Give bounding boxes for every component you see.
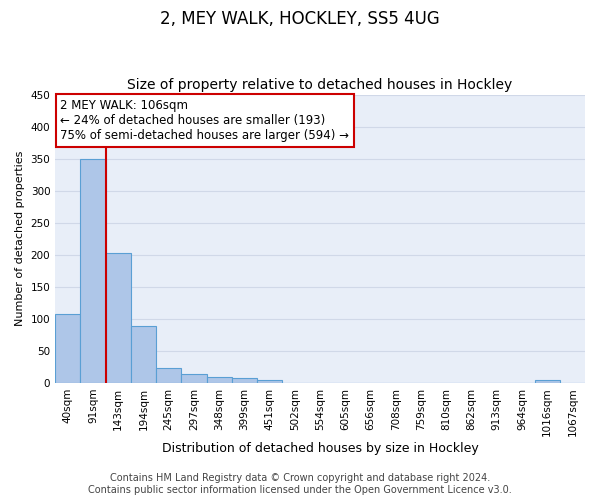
Text: 2 MEY WALK: 106sqm
← 24% of detached houses are smaller (193)
75% of semi-detach: 2 MEY WALK: 106sqm ← 24% of detached hou… bbox=[61, 99, 349, 142]
X-axis label: Distribution of detached houses by size in Hockley: Distribution of detached houses by size … bbox=[162, 442, 478, 455]
Title: Size of property relative to detached houses in Hockley: Size of property relative to detached ho… bbox=[127, 78, 513, 92]
Bar bbox=[181, 374, 206, 383]
Bar bbox=[80, 158, 106, 383]
Bar bbox=[232, 378, 257, 383]
Bar bbox=[55, 314, 80, 383]
Y-axis label: Number of detached properties: Number of detached properties bbox=[15, 151, 25, 326]
Bar bbox=[106, 253, 131, 383]
Bar bbox=[535, 380, 560, 383]
Bar bbox=[257, 380, 282, 383]
Text: Contains HM Land Registry data © Crown copyright and database right 2024.
Contai: Contains HM Land Registry data © Crown c… bbox=[88, 474, 512, 495]
Text: 2, MEY WALK, HOCKLEY, SS5 4UG: 2, MEY WALK, HOCKLEY, SS5 4UG bbox=[160, 10, 440, 28]
Bar bbox=[131, 326, 156, 383]
Bar bbox=[156, 368, 181, 383]
Bar bbox=[206, 377, 232, 383]
